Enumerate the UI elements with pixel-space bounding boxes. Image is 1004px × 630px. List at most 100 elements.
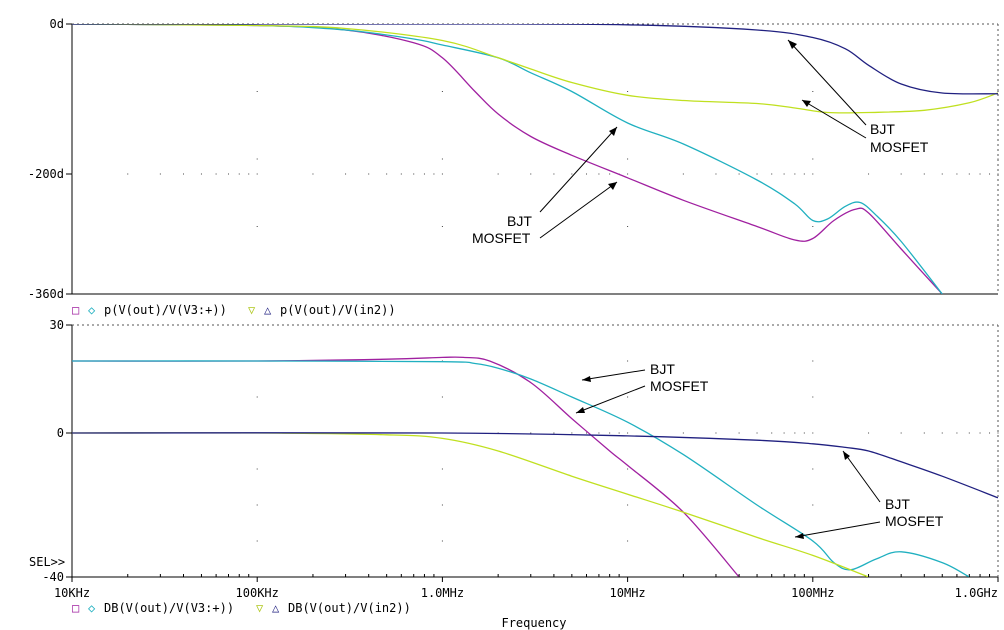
x-tick-label: 1.0GHz [955, 586, 998, 600]
grid-dot [771, 173, 773, 175]
phase-annotation-right: BJT MOSFET [787, 39, 929, 155]
annotation-arrowhead [576, 407, 585, 413]
x-tick-label: 1.0MHz [421, 586, 464, 600]
grid-dot [627, 158, 629, 160]
grid-dot [159, 173, 161, 175]
grid-dot [812, 360, 814, 362]
grid-dot [553, 173, 555, 175]
grid-dot [256, 396, 258, 398]
grid-dot [345, 173, 347, 175]
grid-dot [609, 173, 611, 175]
grid-dot [256, 540, 258, 542]
grid-dot [812, 468, 814, 470]
y-tick-label: 30 [50, 318, 64, 332]
grid-dot [997, 540, 999, 542]
legend-label: p(V(out)/V(V3:+)) [104, 303, 227, 317]
legend-marker-up-triangle: △ [272, 601, 280, 615]
grid-dot [627, 540, 629, 542]
grid-dot [627, 504, 629, 506]
annotation-arrow-line [842, 450, 881, 503]
magnitude-annotation-bottom: BJT MOSFET [794, 450, 944, 539]
annotation-arrowhead [609, 127, 617, 136]
grid-dot [997, 173, 999, 175]
annotation-arrow-line [539, 181, 618, 239]
annotation-arrow-line [794, 521, 881, 538]
grid-dot [423, 173, 425, 175]
grid-dot [256, 173, 258, 175]
grid-dot [868, 173, 870, 175]
grid-dot [433, 173, 435, 175]
grid-dot [618, 432, 620, 434]
grid-dot [803, 432, 805, 434]
annotation-label: BJT [507, 213, 532, 229]
phase-legend: □ ◇ p(V(out)/V(V3:+)) ▽ △ p(V(out)/V(in2… [72, 303, 396, 317]
grid-dot [682, 432, 684, 434]
magnitude-panel: 30 0 -40 SEL>> BJT MOSFET BJT MOSFET 10KHz… [29, 318, 999, 630]
grid-dot [441, 226, 443, 227]
grid-dot [586, 173, 588, 175]
grid-dot [783, 432, 785, 434]
phase-y-ticks: 0d -200d -360d [28, 17, 72, 301]
grid-dot [215, 173, 217, 175]
grid-dot [200, 173, 202, 175]
legend-marker-down-triangle: ▽ [248, 303, 256, 317]
grid-dot [256, 468, 258, 470]
grid-dot [979, 173, 981, 175]
grid-dot [368, 173, 370, 175]
grid-dot [441, 158, 443, 160]
magnitude-series [72, 356, 998, 577]
grid-dot [598, 432, 600, 434]
grid-dot [441, 91, 443, 92]
annotation-arrowhead [795, 533, 804, 539]
y-tick-label: 0 [57, 426, 64, 440]
grid-dot [627, 468, 629, 470]
annotation-label: MOSFET [870, 139, 929, 155]
grid-dot [441, 504, 443, 506]
grid-dot [627, 226, 629, 227]
y-tick-label: -40 [42, 570, 64, 584]
grid-dot [553, 432, 555, 434]
grid-dot [968, 173, 970, 175]
grid-dot [530, 173, 532, 175]
grid-dot [956, 173, 958, 175]
grid-dot [812, 432, 814, 434]
x-ticks: 10KHz 100KHz 1.0MHz 10MHz 100MHz 1.0GHz [54, 574, 999, 600]
y-tick-label: -200d [28, 167, 64, 181]
magnitude-annotation-top: BJT MOSFET [575, 361, 709, 414]
legend-marker-square: □ [72, 601, 79, 615]
legend-marker-diamond: ◇ [88, 303, 96, 317]
x-tick-label: 100MHz [791, 586, 834, 600]
magnitude-series-line-0 [72, 356, 740, 577]
grid-dot [738, 432, 740, 434]
annotation-label: BJT [650, 361, 675, 377]
annotation-arrowhead [788, 40, 797, 49]
sel-marker: SEL>> [29, 555, 65, 569]
grid-dot [783, 173, 785, 175]
grid-dot [715, 173, 717, 175]
grid-dot [868, 432, 870, 434]
grid-dot [812, 504, 814, 506]
phase-panel: 0d -200d -360d BJT MOSFET BJT MOSFET □ ◇ p… [28, 17, 999, 317]
legend-label: p(V(out)/V(in2)) [280, 303, 396, 317]
grid-dot [256, 91, 258, 92]
phase-series-line-0 [72, 24, 943, 294]
grid-dot [598, 173, 600, 175]
legend-marker-square: □ [72, 303, 79, 317]
phase-series-line-1 [72, 24, 943, 294]
grid-dot [812, 173, 814, 175]
grid-dot [997, 158, 999, 160]
grid-dot [923, 432, 925, 434]
grid-dot [756, 432, 758, 434]
grid-dot [997, 226, 999, 227]
phase-series-line-3 [72, 24, 998, 95]
legend-marker-diamond: ◇ [88, 601, 96, 615]
y-tick-label: -360d [28, 287, 64, 301]
phase-grid [71, 91, 999, 227]
grid-dot [997, 504, 999, 506]
grid-dot [627, 173, 629, 175]
grid-dot [312, 173, 314, 175]
grid-dot [900, 432, 902, 434]
grid-dot [228, 173, 230, 175]
grid-dot [989, 173, 991, 175]
grid-dot [256, 226, 258, 227]
